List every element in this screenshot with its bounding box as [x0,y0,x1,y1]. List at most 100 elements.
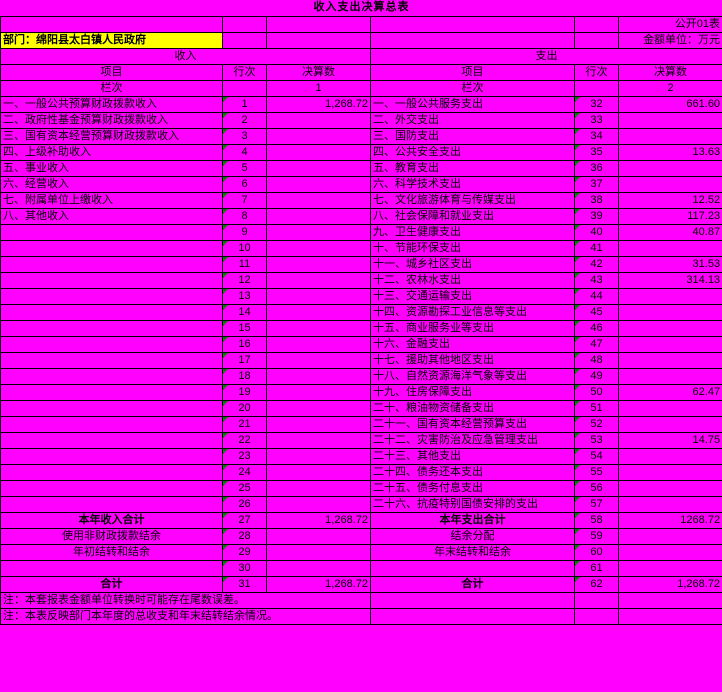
expense-item-37[interactable]: 六、科学技术支出 [370,175,575,193]
income-item-23[interactable] [0,447,223,465]
income-rowno-5[interactable]: 5 [222,159,267,177]
expense-item-47[interactable]: 十六、金融支出 [370,335,575,353]
expense-amount-36[interactable] [617,159,722,177]
expense-rowno-59[interactable]: 59 [574,527,619,545]
expense-rowno-53[interactable]: 53 [574,431,619,449]
income-amount-21[interactable] [266,415,371,433]
expense-item-52[interactable]: 二十一、国有资本经营预算支出 [370,415,575,433]
income-item-20[interactable] [0,399,223,417]
expense-rowno-52[interactable]: 52 [574,415,619,433]
income-item-27[interactable]: 本年收入合计 [0,511,223,529]
expense-item-42[interactable]: 十一、城乡社区支出 [370,255,575,273]
income-rowno-30[interactable]: 30 [222,559,267,577]
expense-item-54[interactable]: 二十三、其他支出 [370,447,575,465]
income-amount-1[interactable]: 1,268.72 [266,95,371,113]
income-rowno-13[interactable]: 13 [222,287,267,305]
expense-amount-35[interactable]: 13.63 [617,143,722,161]
expense-rowno-51[interactable]: 51 [574,399,619,417]
income-rowno-10[interactable]: 10 [222,239,267,257]
expense-item-58[interactable]: 本年支出合计 [370,511,575,529]
income-rowno-25[interactable]: 25 [222,479,267,497]
income-amount-2[interactable] [266,111,371,129]
expense-amount-48[interactable] [617,351,722,369]
income-rowno-4[interactable]: 4 [222,143,267,161]
expense-amount-51[interactable] [617,399,722,417]
income-rowno-31[interactable]: 31 [222,575,267,593]
income-item-29[interactable]: 年初结转和结余 [0,543,223,561]
expense-item-34[interactable]: 三、国防支出 [370,127,575,145]
expense-amount-57[interactable] [617,495,722,513]
income-rowno-23[interactable]: 23 [222,447,267,465]
income-item-21[interactable] [0,415,223,433]
expense-amount-34[interactable] [617,127,722,145]
expense-item-53[interactable]: 二十二、灾害防治及应急管理支出 [370,431,575,449]
income-rowno-16[interactable]: 16 [222,335,267,353]
income-rowno-9[interactable]: 9 [222,223,267,241]
expense-rowno-42[interactable]: 42 [574,255,619,273]
income-amount-5[interactable] [266,159,371,177]
expense-rowno-58[interactable]: 58 [574,511,619,529]
income-amount-7[interactable] [266,191,371,209]
expense-rowno-48[interactable]: 48 [574,351,619,369]
income-item-8[interactable]: 八、其他收入 [0,207,223,225]
income-amount-28[interactable] [266,527,371,545]
expense-rowno-55[interactable]: 55 [574,463,619,481]
expense-amount-58[interactable]: 1268.72 [617,511,722,529]
expense-amount-39[interactable]: 117.23 [617,207,722,225]
expense-item-50[interactable]: 十九、住房保障支出 [370,383,575,401]
expense-item-45[interactable]: 十四、资源勘探工业信息等支出 [370,303,575,321]
expense-item-55[interactable]: 二十四、债务还本支出 [370,463,575,481]
expense-rowno-43[interactable]: 43 [574,271,619,289]
expense-amount-52[interactable] [617,415,722,433]
expense-rowno-46[interactable]: 46 [574,319,619,337]
income-amount-27[interactable]: 1,268.72 [266,511,371,529]
expense-rowno-37[interactable]: 37 [574,175,619,193]
income-rowno-22[interactable]: 22 [222,431,267,449]
expense-rowno-54[interactable]: 54 [574,447,619,465]
expense-rowno-47[interactable]: 47 [574,335,619,353]
income-rowno-29[interactable]: 29 [222,543,267,561]
expense-item-33[interactable]: 二、外交支出 [370,111,575,129]
expense-amount-49[interactable] [617,367,722,385]
income-amount-17[interactable] [266,351,371,369]
income-item-18[interactable] [0,367,223,385]
expense-rowno-50[interactable]: 50 [574,383,619,401]
expense-rowno-49[interactable]: 49 [574,367,619,385]
income-item-31[interactable]: 合计 [0,575,223,593]
income-item-13[interactable] [0,287,223,305]
income-amount-29[interactable] [266,543,371,561]
expense-item-60[interactable]: 年末结转和结余 [370,543,575,561]
expense-item-35[interactable]: 四、公共安全支出 [370,143,575,161]
income-rowno-1[interactable]: 1 [222,95,267,113]
expense-amount-60[interactable] [617,543,722,561]
expense-amount-45[interactable] [617,303,722,321]
income-amount-20[interactable] [266,399,371,417]
expense-item-43[interactable]: 十二、农林水支出 [370,271,575,289]
expense-amount-42[interactable]: 31.53 [617,255,722,273]
income-item-19[interactable] [0,383,223,401]
income-item-11[interactable] [0,255,223,273]
income-item-12[interactable] [0,271,223,289]
expense-item-51[interactable]: 二十、粮油物资储备支出 [370,399,575,417]
income-item-28[interactable]: 使用非财政拨款结余 [0,527,223,545]
income-amount-16[interactable] [266,335,371,353]
income-item-24[interactable] [0,463,223,481]
income-item-7[interactable]: 七、附属单位上缴收入 [0,191,223,209]
income-amount-30[interactable] [266,559,371,577]
income-rowno-18[interactable]: 18 [222,367,267,385]
income-rowno-26[interactable]: 26 [222,495,267,513]
income-amount-12[interactable] [266,271,371,289]
income-amount-14[interactable] [266,303,371,321]
income-rowno-7[interactable]: 7 [222,191,267,209]
expense-amount-61[interactable] [617,559,722,577]
expense-amount-37[interactable] [617,175,722,193]
income-rowno-15[interactable]: 15 [222,319,267,337]
income-item-17[interactable] [0,351,223,369]
income-item-6[interactable]: 六、经营收入 [0,175,223,193]
expense-rowno-34[interactable]: 34 [574,127,619,145]
expense-amount-43[interactable]: 314.13 [617,271,722,289]
expense-item-40[interactable]: 九、卫生健康支出 [370,223,575,241]
income-rowno-11[interactable]: 11 [222,255,267,273]
income-rowno-28[interactable]: 28 [222,527,267,545]
expense-rowno-56[interactable]: 56 [574,479,619,497]
